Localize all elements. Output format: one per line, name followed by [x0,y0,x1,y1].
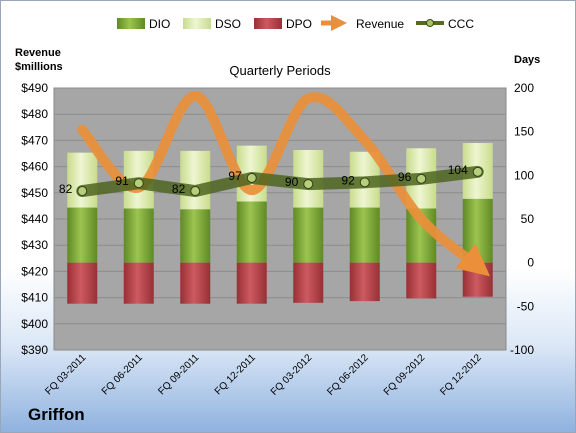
bar-dio [180,209,211,263]
x-tick-label: FQ 12-2012 [438,352,484,398]
left-tick-label: $430 [21,238,48,252]
right-tick-label: 200 [514,81,534,95]
legend: DIO DSO DPO Revenue CCC [117,14,474,32]
bar-dio [67,207,98,263]
left-tick-label: $470 [21,133,48,147]
x-axis: FQ 03-2011 FQ 06-2011 FQ 09-2011 FQ 12-2011… [43,352,484,398]
ccc-point [77,186,88,197]
bar-dpo [406,262,437,299]
x-tick-label: FQ 06-2012 [325,352,371,398]
bar-dpo [349,262,380,302]
x-tick-label: FQ 09-2012 [382,352,428,398]
right-tick-label: -50 [517,299,535,313]
bar-dio [236,201,267,263]
right-tick-label: -100 [510,343,534,357]
x-tick-label: FQ 03-2012 [269,352,315,398]
ccc-data-label: 92 [341,173,355,187]
x-tick-label: FQ 03-2011 [43,352,88,397]
left-tick-label: $410 [21,291,48,305]
ccc-series-line [76,165,484,198]
left-tick-label: $420 [21,264,48,278]
ccc-point [303,179,314,190]
right-tick-label: 0 [527,256,534,270]
legend-swatch-ccc-marker [426,19,434,27]
ccc-point [190,186,201,197]
ccc-point [416,173,427,184]
company-name: Griffon [28,405,85,424]
ccc-data-label: 91 [115,174,129,188]
legend-swatch-dso [183,18,211,29]
bar-dpo [293,262,324,303]
right-tick-label: 50 [521,212,535,226]
right-tick-label: 150 [514,125,534,139]
left-tick-label: $480 [21,107,48,121]
bar-dio [349,207,380,263]
ccc-line: 82 91 82 97 90 92 96 104 [59,163,484,198]
x-tick-label: FQ 09-2011 [156,352,201,397]
left-tick-label: $450 [21,186,48,200]
ccc-data-label: 97 [228,169,242,183]
chart-title: Quarterly Periods [229,63,331,78]
bar-dpo [236,262,267,304]
ccc-point [472,166,483,177]
bar-dpo [67,262,98,304]
left-axis-title-line2: $millions [15,61,63,73]
x-tick-label: FQ 06-2011 [100,352,145,397]
bar-dio [293,207,324,263]
ccc-data-label: 90 [285,175,299,189]
ccc-point [246,172,257,183]
ccc-data-label: 82 [59,182,73,196]
left-axis-title-line1: Revenue [15,47,61,59]
left-tick-label: $400 [21,317,48,331]
bar-dio [123,208,154,263]
ccc-point [133,178,144,189]
legend-label-dpo: DPO [286,17,312,31]
legend-swatch-dpo [254,18,282,29]
x-tick-label: FQ 12-2011 [213,352,258,397]
legend-swatch-dio [117,18,145,29]
legend-label-dso: DSO [215,17,241,31]
bar-dso [180,150,211,210]
left-tick-label: $490 [21,81,48,95]
right-axis: -100 -50 0 50 100 150 200 [510,81,534,357]
ccc-data-label: 82 [172,182,186,196]
bar-dpo [180,262,211,304]
left-tick-label: $460 [21,160,48,174]
left-axis: $390 $400 $410 $420 $430 $440 $450 $460 $470 $480… [21,81,48,357]
legend-label-revenue: Revenue [356,17,404,31]
legend-label-dio: DIO [149,17,170,31]
left-tick-label: $390 [21,343,48,357]
right-tick-label: 100 [514,168,534,182]
ccc-point [359,177,370,188]
ccc-data-label: 96 [398,170,412,184]
legend-label-ccc: CCC [448,17,474,31]
left-tick-label: $440 [21,212,48,226]
ccc-data-label: 104 [448,163,468,177]
bar-dpo [123,262,154,304]
right-axis-title: Days [514,54,540,66]
bar-dso [67,152,98,208]
